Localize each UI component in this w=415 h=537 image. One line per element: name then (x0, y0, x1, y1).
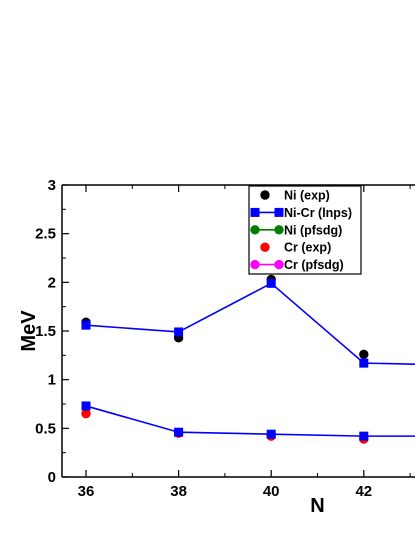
data-point (174, 427, 184, 437)
data-point (359, 349, 369, 360)
data-point (81, 409, 91, 419)
y-tick-label: 2 (48, 274, 56, 291)
x-tick-label: 38 (170, 483, 187, 500)
legend-label: Ni-Cr (lnps) (284, 206, 352, 220)
series-3 (81, 409, 369, 444)
data-point (359, 431, 369, 441)
data-point (174, 327, 184, 337)
legend-entry: Ni (pfsdg) (250, 223, 342, 237)
legend-marker (260, 242, 270, 252)
data-point (359, 358, 369, 368)
y-tick-label: 0 (48, 469, 56, 486)
plot-area (81, 274, 415, 444)
y-tick-label: 3 (48, 177, 56, 194)
data-point (266, 429, 276, 439)
data-point (81, 401, 91, 411)
legend-label: Cr (exp) (284, 241, 331, 255)
legend-marker (274, 207, 284, 217)
y-tick-label: 2.5 (35, 226, 56, 243)
legend-entry: Cr (pfsdg) (250, 258, 344, 272)
series-5 (81, 401, 415, 441)
legend-label: Ni (exp) (284, 189, 330, 203)
y-tick-label: 1 (48, 372, 56, 389)
series-0 (81, 274, 369, 360)
legend-marker (250, 207, 260, 217)
legend-label: Cr (pfsdg) (284, 258, 344, 272)
x-tick-label: 36 (78, 483, 95, 500)
data-point (266, 278, 276, 288)
legend-marker (250, 225, 260, 235)
legend: Ni (exp) Ni-Cr (lnps) Ni (pfsdg) Cr (exp) Cr… (248, 185, 362, 275)
tick-labels: 00.511.522.533638404244464850 (35, 177, 372, 500)
legend-entry: Ni-Cr (lnps) (250, 206, 352, 220)
series-line (85, 405, 415, 437)
x-axis-title: N (310, 495, 324, 517)
axes (61, 184, 415, 478)
y-tick-label: 0.5 (35, 420, 56, 437)
legend-label: Ni (pfsdg) (284, 223, 342, 237)
y-tick-label: 1.5 (35, 323, 56, 340)
legend-entry: Ni (exp) (260, 189, 330, 203)
legend-marker (274, 225, 284, 235)
legend-entry: Cr (exp) (260, 241, 331, 255)
x-tick-label: 40 (263, 483, 280, 500)
legend-marker (250, 259, 260, 270)
x-tick-label: 42 (355, 483, 372, 500)
data-point (81, 320, 91, 330)
y-axis-title: MeV (18, 310, 40, 352)
series-1 (81, 278, 415, 368)
legend-marker (260, 190, 270, 200)
legend-marker (274, 259, 284, 270)
